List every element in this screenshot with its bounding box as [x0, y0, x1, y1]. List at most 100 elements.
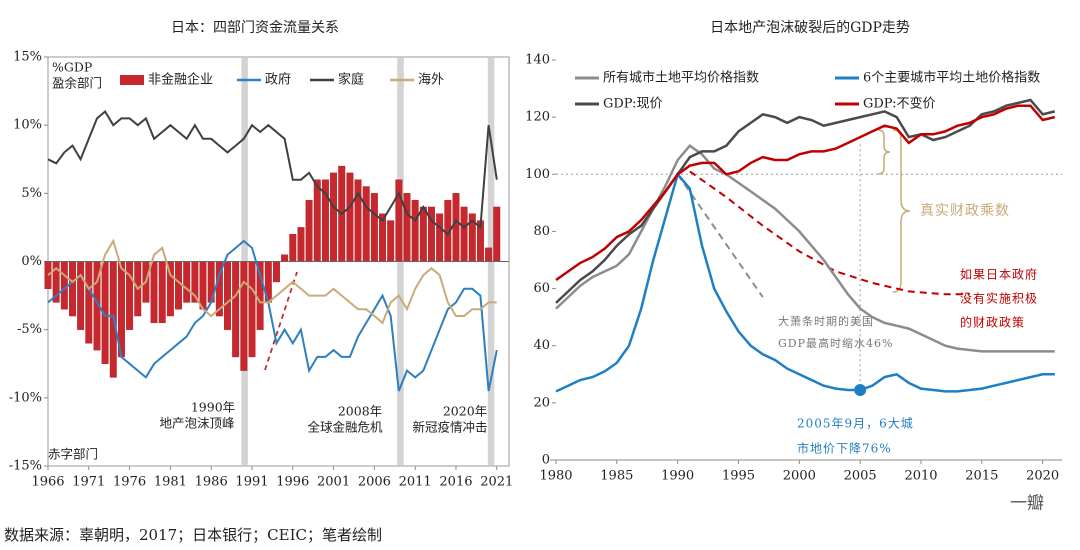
bar [419, 206, 427, 262]
bar [248, 261, 256, 358]
series-line [47, 239, 498, 392]
x-tick-label: 2021 [480, 475, 513, 490]
x-tick-label: 1966 [31, 475, 64, 490]
annotation: %GDP [52, 60, 92, 75]
watermark: 一瓣 [1010, 494, 1044, 514]
bar [370, 193, 378, 262]
x-tick-label: 1990 [661, 469, 694, 484]
bar [305, 199, 313, 262]
x-tick-label: 2001 [317, 475, 350, 490]
bar [272, 261, 280, 283]
bar [175, 261, 183, 310]
annotation: 盈余部门 [52, 76, 102, 91]
x-tick-label: 1981 [154, 475, 187, 490]
reference-point [854, 384, 867, 396]
right-title: 日本地产泡沫破裂后的GDP走势 [710, 20, 910, 36]
bar [460, 206, 468, 262]
legend-label: 6个主要城市平均土地价格指数 [863, 70, 1040, 86]
x-tick-label: 2000 [783, 469, 816, 484]
brace-large [892, 129, 911, 293]
bar [281, 254, 289, 262]
bar [240, 261, 248, 371]
x-tick-label: 2005 [844, 469, 877, 484]
bar [362, 186, 370, 262]
bar [199, 261, 207, 310]
bar [150, 261, 158, 324]
annotation: 2008年 [338, 404, 382, 419]
series-line [555, 104, 1056, 282]
series-line [555, 144, 1055, 353]
y-tick-label: 40 [533, 338, 550, 353]
bar [44, 261, 52, 289]
y-tick-label: -5% [17, 322, 42, 337]
legend-label: 所有城市土地平均价格指数 [603, 70, 759, 86]
series-line [47, 109, 498, 236]
legend-label: GDP:不变价 [863, 96, 935, 112]
bar [346, 172, 354, 262]
annotation: 地产泡沫顶峰 [159, 416, 235, 431]
bar [297, 227, 305, 262]
annotation: 新冠疫情冲击 [412, 420, 487, 435]
y-tick-label: 0% [21, 254, 42, 269]
annotation: 大萧条时期的美国 [778, 314, 874, 328]
bar [69, 261, 76, 317]
annotation: 的财政政策 [960, 315, 1025, 330]
annotation: 市地价下降76% [797, 441, 892, 456]
series-line [47, 238, 497, 325]
x-tick-label: 2020 [1026, 469, 1059, 484]
bar [224, 261, 231, 330]
annotation: 全球金融危机 [307, 420, 383, 435]
y-tick-label: 80 [533, 224, 550, 239]
y-tick-label: 0 [542, 453, 550, 468]
legend-label: 海外 [418, 73, 444, 88]
trend-arrow [264, 271, 298, 371]
x-tick-label: 2016 [439, 475, 472, 490]
x-tick-label: 1991 [235, 475, 268, 490]
y-tick-label: 10% [13, 118, 42, 133]
annotation: 赤字部门 [48, 447, 98, 462]
series-line [555, 98, 1056, 304]
legend-label: GDP:现价 [603, 97, 662, 112]
bar [85, 261, 93, 344]
bar [493, 206, 501, 262]
bar [77, 261, 85, 330]
bar [403, 193, 411, 262]
annotation: 没有实施积极 [960, 291, 1038, 306]
bar [60, 261, 68, 310]
x-tick-label: 2011 [399, 475, 432, 490]
bar [452, 193, 460, 262]
y-tick-label: 5% [21, 186, 42, 201]
bar [158, 261, 166, 324]
annotation: 如果日本政府 [960, 267, 1038, 282]
y-tick-label: 100 [525, 167, 550, 182]
series-line [555, 171, 1055, 393]
x-tick-label: 1996 [276, 475, 309, 490]
annotation: 2020年 [443, 404, 487, 419]
bar [330, 172, 338, 262]
bar [387, 220, 395, 262]
annotation: 1990年 [191, 400, 235, 415]
bar [256, 261, 264, 330]
x-tick-label: 1986 [195, 475, 228, 490]
y-tick-label: 140 [525, 53, 550, 68]
bar [485, 247, 493, 262]
x-tick-label: 1971 [72, 475, 105, 490]
x-tick-label: 2015 [965, 469, 998, 484]
legend-label: 家庭 [338, 72, 364, 88]
y-tick-label: -10% [9, 390, 42, 405]
reference-curve [689, 170, 970, 296]
y-tick-label: 20 [533, 395, 550, 410]
annotation: 真实财政乘数 [920, 203, 1010, 219]
x-tick-label: 2006 [358, 475, 391, 490]
legend-label: 非金融企业 [148, 72, 213, 88]
y-tick-label: 120 [525, 110, 550, 125]
bar [313, 179, 321, 262]
bar [183, 261, 191, 303]
x-tick-label: 1985 [600, 469, 633, 484]
brace-small [877, 129, 891, 175]
y-tick-label: 15% [13, 50, 42, 65]
annotation: 2005年9月，6大城 [797, 417, 914, 431]
footer: 数据来源：辜朝明，2017；日本银行；CEIC；笔者绘制 [4, 526, 382, 544]
bar [436, 213, 444, 262]
bar [232, 261, 240, 358]
